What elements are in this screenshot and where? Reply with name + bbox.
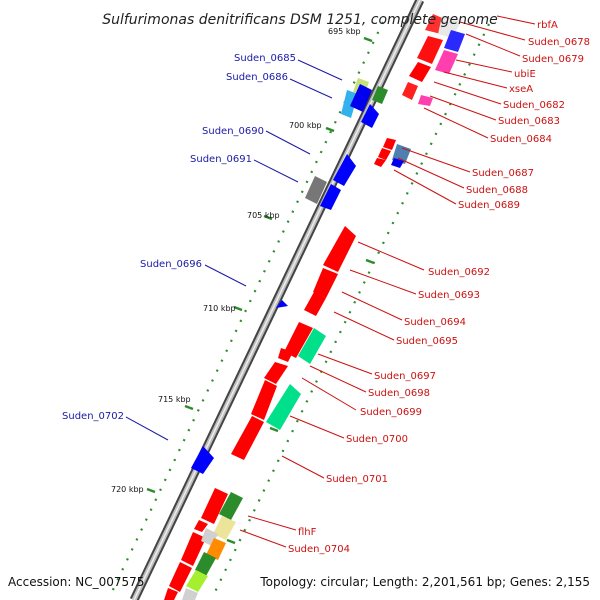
- gene-green-1: [298, 328, 326, 364]
- gene-green-2: [266, 384, 301, 430]
- gene-blue-a: [350, 84, 372, 112]
- kbp-label: 695 kbp: [328, 27, 361, 36]
- gene-flhf: [201, 488, 228, 524]
- gene-suden-0679: [409, 62, 431, 82]
- gene-gray-block: [305, 176, 327, 204]
- gene-khaki: [213, 516, 236, 540]
- dotted-track-right: [212, 23, 490, 597]
- gene-red-l3: [164, 588, 178, 600]
- kbp-labels: 695 kbp 700 kbp 705 kbp 710 kbp 715 kbp …: [111, 27, 361, 494]
- gene-suden-0694: [304, 292, 326, 316]
- gene-label[interactable]: Suden_0691: [190, 154, 252, 165]
- gene-suden-0692: [323, 226, 356, 272]
- gene-label[interactable]: Suden_0700: [346, 434, 408, 445]
- gene-suden-0699: [251, 380, 277, 420]
- topology-label: Topology: circular; Length: 2,201,561 bp…: [259, 575, 590, 589]
- gene-suden-0686: [341, 90, 358, 118]
- kbp-label: 700 kbp: [289, 121, 322, 130]
- gene-red-l1: [181, 532, 206, 566]
- gene-label[interactable]: Suden_0685: [234, 53, 296, 64]
- leader-lines-right: [239, 15, 536, 548]
- gene-darkgreen-a: [372, 86, 388, 104]
- gene-orange: [206, 538, 226, 560]
- gene-suden-0704: [194, 520, 208, 532]
- gene-suden-0689: [374, 158, 386, 167]
- gene-label[interactable]: Suden_0687: [472, 168, 534, 179]
- kbp-label: 715 kbp: [158, 395, 191, 404]
- kbp-label: 710 kbp: [203, 304, 236, 313]
- gene-label[interactable]: Suden_0697: [374, 371, 436, 382]
- gene-label[interactable]: Suden_0692: [428, 267, 490, 278]
- gene-suden-0697: [278, 348, 293, 362]
- gene-suden-0702: [191, 446, 214, 474]
- gene-suden-0687: [383, 138, 396, 150]
- gene-suden-0700: [231, 416, 264, 460]
- gene-label[interactable]: Suden_0690: [202, 126, 264, 137]
- gene-suden-0690: [361, 104, 379, 128]
- gene-suden-0693: [313, 268, 338, 298]
- kbp-label: 705 kbp: [247, 211, 280, 220]
- genome-title: Sulfurimonas denitrificans DSM 1251, com…: [102, 12, 498, 28]
- gene-red-l2: [169, 562, 192, 592]
- kbp-tick-marks: [146, 36, 375, 545]
- gene-magenta: [435, 50, 458, 74]
- gene-label[interactable]: Suden_0689: [458, 200, 520, 211]
- genes-left-strand: [191, 78, 388, 474]
- gene-labels-left: Suden_0685 Suden_0686 Suden_0690 Suden_0…: [62, 53, 296, 422]
- gene-blue-top: [444, 30, 465, 52]
- gene-gray-bottom: [182, 588, 198, 600]
- gene-lime: [186, 570, 208, 592]
- gene-label[interactable]: Suden_0698: [368, 388, 430, 399]
- gene-label[interactable]: Suden_0696: [140, 259, 202, 270]
- gene-pink-small: [418, 95, 433, 106]
- gene-label[interactable]: Suden_0682: [503, 100, 565, 111]
- gene-label[interactable]: Suden_0688: [466, 185, 528, 196]
- gene-suden-0688: [378, 148, 391, 160]
- gene-dark-green: [219, 492, 243, 520]
- gene-label[interactable]: Suden_0694: [404, 317, 466, 328]
- kbp-label: 720 kbp: [111, 485, 144, 494]
- gene-suden-0691: [333, 154, 356, 186]
- dotted-track-left: [109, 21, 384, 597]
- gene-label[interactable]: flhF: [298, 527, 317, 538]
- gene-ubie: [402, 82, 418, 100]
- gene-labels-right: rbfA Suden_0678 Suden_0679 ubiE xseA Sud…: [288, 20, 590, 555]
- gene-blue-b: [320, 184, 341, 210]
- gene-label[interactable]: Suden_0693: [418, 290, 480, 301]
- gene-label[interactable]: Suden_0699: [360, 407, 422, 418]
- gene-suden-0698: [264, 362, 288, 384]
- genes-right-strand: [164, 14, 465, 600]
- gene-label[interactable]: xseA: [509, 84, 533, 95]
- gene-label[interactable]: Suden_0702: [62, 411, 124, 422]
- gene-label[interactable]: rbfA: [537, 20, 558, 31]
- gene-label[interactable]: Suden_0704: [288, 544, 350, 555]
- gene-label[interactable]: Suden_0679: [522, 54, 584, 65]
- gene-lightgray: [438, 16, 462, 38]
- accession-label: Accession: NC_007575: [8, 575, 144, 589]
- gene-label[interactable]: Suden_0678: [528, 37, 590, 48]
- gene-label[interactable]: Suden_0695: [396, 336, 458, 347]
- gene-label[interactable]: ubiE: [514, 69, 536, 80]
- gene-label[interactable]: Suden_0701: [326, 474, 388, 485]
- gene-label[interactable]: Suden_0686: [226, 72, 288, 83]
- gene-label[interactable]: Suden_0683: [498, 116, 560, 127]
- leader-lines-left: [125, 59, 343, 441]
- gene-blue-small-r: [391, 158, 404, 168]
- gene-green-lower: [195, 552, 216, 576]
- gene-suden-0678: [417, 36, 443, 64]
- gene-suden-0696: [276, 300, 288, 308]
- gene-suden-0695: [284, 322, 313, 358]
- gene-label[interactable]: Suden_0684: [490, 134, 552, 145]
